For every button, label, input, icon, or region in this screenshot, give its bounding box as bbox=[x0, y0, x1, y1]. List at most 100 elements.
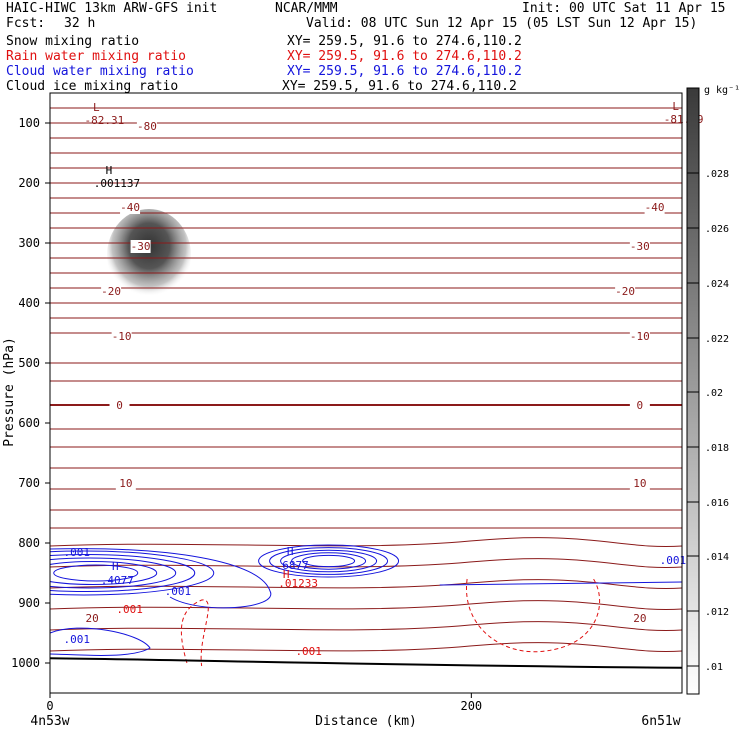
plot-frame bbox=[49, 92, 683, 694]
cloud-water-label: .001 bbox=[165, 585, 192, 598]
temperature-extremum-mark: L bbox=[672, 100, 679, 113]
temperature-contour bbox=[50, 537, 682, 547]
rain-water-extremum-mark: H bbox=[283, 568, 290, 581]
x-tick-label: 200 bbox=[460, 699, 482, 713]
x-end-label: 6n51w bbox=[641, 714, 680, 729]
y-axis-label: Pressure (hPa) bbox=[2, 337, 17, 447]
temperature-label: -20 bbox=[101, 285, 121, 298]
cloud-water-contour bbox=[50, 627, 151, 656]
rain-water-extremum-value: .01233 bbox=[278, 577, 318, 590]
x-tick-label: 0 bbox=[46, 699, 53, 713]
field-name-rain: Rain water mixing ratio bbox=[6, 49, 187, 64]
cloud-water-extremum-value: .6877 bbox=[276, 559, 309, 572]
y-tick-label: 800 bbox=[18, 536, 40, 550]
colorbar-tick-label: .018 bbox=[705, 443, 729, 454]
cloud-water-contour bbox=[269, 547, 389, 575]
temperature-label-bg bbox=[629, 240, 650, 253]
temperature-label: 20 bbox=[86, 612, 99, 625]
colorbar-scale bbox=[686, 87, 700, 695]
rain-water-contour bbox=[466, 578, 601, 653]
rain-water-contour bbox=[180, 599, 209, 667]
temperature-label-bg bbox=[130, 240, 151, 253]
valid-time: Valid: 08 UTC Sun 12 Apr 15 (05 LST Sun … bbox=[306, 16, 698, 31]
colorbar-tick-label: .022 bbox=[705, 334, 729, 345]
temperature-label: 10 bbox=[633, 477, 646, 490]
y-tick-label: 1000 bbox=[11, 656, 40, 670]
cloud-water-contour bbox=[50, 550, 215, 596]
cloud-water-contour bbox=[302, 554, 356, 568]
model-title: HAIC-HIWC 13km ARW-GFS init bbox=[6, 1, 218, 16]
temperature-label: -20 bbox=[615, 285, 635, 298]
colorbar-tick-label: .016 bbox=[705, 498, 729, 509]
temperature-label: -30 bbox=[131, 240, 151, 253]
temperature-label-bg bbox=[629, 330, 650, 343]
colorbar-tick-label: .012 bbox=[705, 607, 729, 618]
y-tick-label: 700 bbox=[18, 476, 40, 490]
temperature-label: -40 bbox=[645, 201, 665, 214]
cloud-water-contour bbox=[50, 548, 272, 609]
cloud-water-contour bbox=[258, 544, 400, 578]
y-tick-label: 600 bbox=[18, 416, 40, 430]
temperature-label-bg bbox=[120, 201, 141, 214]
colorbar-tick-label: .014 bbox=[705, 552, 729, 563]
colorbar-tick-label: .02 bbox=[705, 388, 723, 399]
temperature-extremum-mark: H bbox=[106, 164, 113, 177]
fcst-value: 32 h bbox=[64, 16, 96, 31]
cloud-water-label: .001 bbox=[63, 633, 90, 646]
temperature-label-bg bbox=[109, 399, 130, 412]
y-tick-label: 500 bbox=[18, 356, 40, 370]
cloud-water-contour bbox=[50, 557, 177, 589]
y-tick-label: 400 bbox=[18, 296, 40, 310]
temperature-label-bg bbox=[82, 612, 103, 625]
init-time: Init: 00 UTC Sat 11 Apr 15 bbox=[522, 1, 726, 16]
temperature-label: -10 bbox=[630, 330, 650, 343]
temperature-contour bbox=[50, 579, 682, 589]
temperature-label-bg bbox=[629, 399, 650, 412]
y-tick-label: 200 bbox=[18, 176, 40, 190]
field-name-snow: Snow mixing ratio bbox=[6, 34, 140, 49]
cloud-water-contour bbox=[50, 561, 158, 585]
temperature-label-bg bbox=[136, 120, 157, 133]
temperature-label: 10 bbox=[119, 477, 132, 490]
cloud-water-extremum-value: .4077 bbox=[101, 574, 134, 587]
field-xy-cloud-water: XY= 259.5, 91.6 to 274.6,110.2 bbox=[287, 64, 522, 79]
colorbar-tick-label: .026 bbox=[705, 224, 729, 235]
org-label: NCAR/MMM bbox=[275, 1, 338, 16]
x-axis-label: Distance (km) bbox=[315, 714, 417, 729]
temperature-label: 0 bbox=[116, 399, 123, 412]
temperature-label-bg bbox=[644, 201, 665, 214]
field-name-cloud-ice: Cloud ice mixing ratio bbox=[6, 79, 179, 94]
cloud-water-extremum-mark: H bbox=[112, 560, 119, 573]
colorbar-tick-label: .01 bbox=[705, 662, 723, 673]
cloud-water-contour bbox=[291, 552, 367, 570]
field-xy-cloud-ice: XY= 259.5, 91.6 to 274.6,110.2 bbox=[282, 79, 517, 94]
cloud-water-contour bbox=[280, 549, 378, 573]
temperature-label: 20 bbox=[633, 612, 646, 625]
field-xy-rain: XY= 259.5, 91.6 to 274.6,110.2 bbox=[287, 49, 522, 64]
y-tick-label: 900 bbox=[18, 596, 40, 610]
temperature-label: 0 bbox=[637, 399, 644, 412]
surface-line bbox=[50, 657, 682, 669]
colorbar-unit: g kg⁻¹ bbox=[704, 85, 740, 96]
y-tick-label: 100 bbox=[18, 116, 40, 130]
temperature-label: -40 bbox=[120, 201, 140, 214]
x-start-label: 4n53w bbox=[30, 714, 69, 729]
temperature-label: -10 bbox=[112, 330, 132, 343]
cloud-water-label: .001 bbox=[63, 546, 90, 559]
colorbar-tick-label: .028 bbox=[705, 169, 729, 180]
temperature-label-bg bbox=[615, 285, 636, 298]
temperature-extremum-mark: L bbox=[93, 101, 100, 114]
temperature-contour bbox=[50, 558, 682, 568]
temperature-contour bbox=[50, 642, 682, 652]
temperature-label-bg bbox=[629, 612, 650, 625]
temperature-contour bbox=[50, 600, 682, 610]
snow-mixing-ratio-shading bbox=[107, 209, 192, 301]
rain-water-label: .001 bbox=[295, 645, 322, 658]
field-name-cloud-water: Cloud water mixing ratio bbox=[6, 64, 194, 79]
temperature-label-bg bbox=[101, 285, 122, 298]
y-tick-label: 300 bbox=[18, 236, 40, 250]
cloud-water-extremum-mark: H bbox=[287, 545, 294, 558]
field-xy-snow: XY= 259.5, 91.6 to 274.6,110.2 bbox=[287, 34, 522, 49]
temperature-extremum-value: -82.31 bbox=[84, 114, 124, 127]
